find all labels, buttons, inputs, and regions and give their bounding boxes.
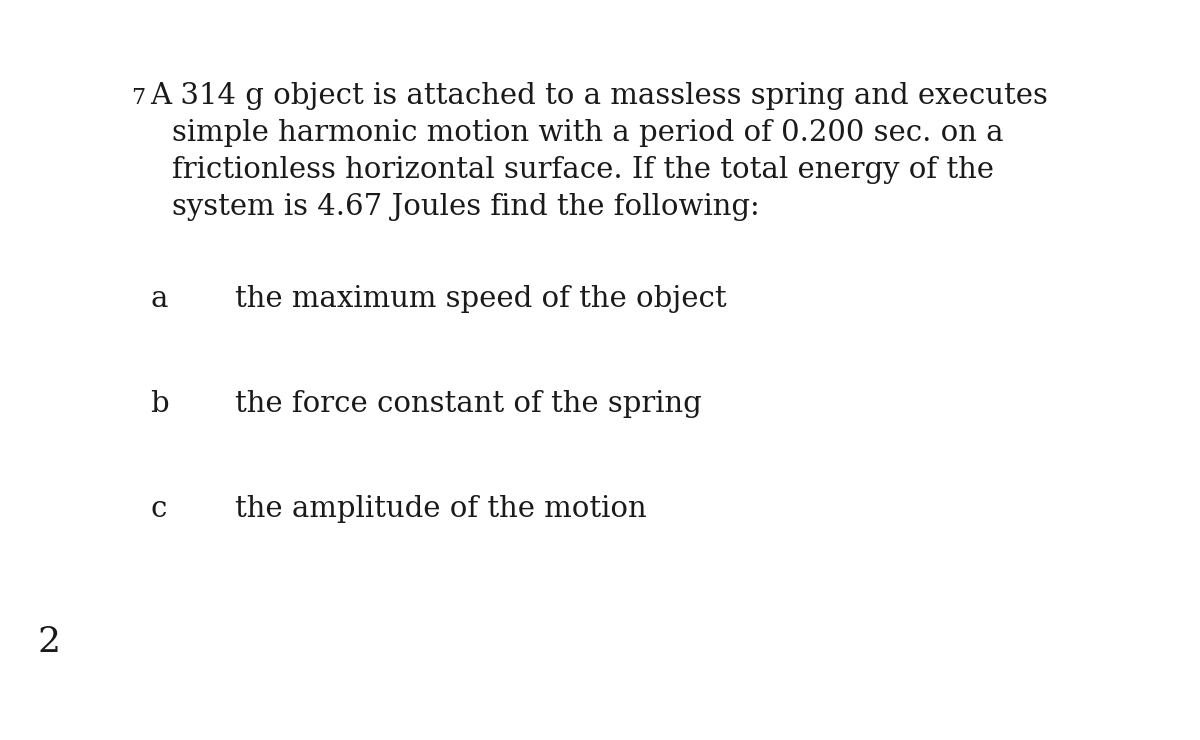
Text: the maximum speed of the object: the maximum speed of the object <box>235 285 727 313</box>
Text: simple harmonic motion with a period of 0.200 sec. on a: simple harmonic motion with a period of … <box>172 119 1003 147</box>
Text: c: c <box>150 495 167 523</box>
Text: system is 4.67 Joules find the following:: system is 4.67 Joules find the following… <box>172 193 760 221</box>
Text: a: a <box>150 285 168 313</box>
Text: 7: 7 <box>131 87 145 109</box>
Text: 2: 2 <box>38 625 61 659</box>
Text: frictionless horizontal surface. If the total energy of the: frictionless horizontal surface. If the … <box>172 156 994 184</box>
Text: A 314 g object is attached to a massless spring and executes: A 314 g object is attached to a massless… <box>150 82 1048 110</box>
Text: the amplitude of the motion: the amplitude of the motion <box>235 495 647 523</box>
Text: b: b <box>150 390 169 418</box>
Text: the force constant of the spring: the force constant of the spring <box>235 390 702 418</box>
